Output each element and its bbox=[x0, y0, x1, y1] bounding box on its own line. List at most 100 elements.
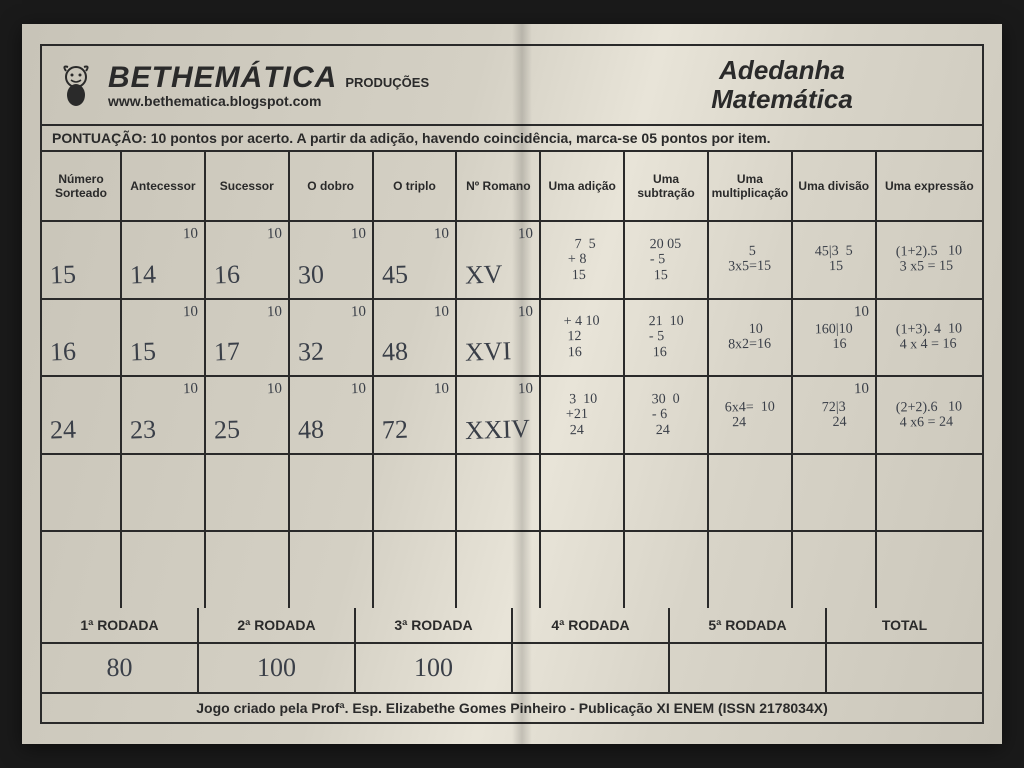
rounds-values: 80100100 bbox=[42, 644, 982, 692]
cell: 3010 bbox=[290, 222, 374, 298]
empty-cell bbox=[541, 532, 625, 608]
header: BETHEMÁTICA PRODUÇÕES www.bethematica.bl… bbox=[42, 46, 982, 126]
round-label: 4ª RODADA bbox=[513, 608, 670, 642]
brand-name: BETHEMÁTICA bbox=[108, 61, 337, 95]
handwritten-calc: 21 10 - 5 16 bbox=[648, 314, 684, 361]
handwritten-points: 10 bbox=[518, 303, 534, 321]
handwritten-value: 25 bbox=[213, 414, 240, 445]
empty-cell bbox=[793, 532, 877, 608]
empty-cell bbox=[374, 532, 458, 608]
handwritten-value: 72 bbox=[381, 414, 408, 445]
round-value: 100 bbox=[356, 644, 513, 692]
cell: 21 10 - 5 16 bbox=[625, 300, 709, 376]
handwritten-calc: 5 3x5=15 bbox=[728, 244, 771, 276]
empty-cell bbox=[877, 455, 982, 531]
column-header: Uma multiplicação bbox=[709, 152, 793, 220]
brand-url: www.bethematica.blogspot.com bbox=[108, 93, 429, 109]
cell: 7 5 + 8 15 bbox=[541, 222, 625, 298]
empty-cell bbox=[709, 532, 793, 608]
cell-numero: 16 bbox=[42, 300, 122, 376]
rounds-labels: 1ª RODADA2ª RODADA3ª RODADA4ª RODADA5ª R… bbox=[42, 608, 982, 644]
handwritten-value: XV bbox=[465, 259, 504, 290]
cell: XV10 bbox=[457, 222, 541, 298]
empty-cell bbox=[42, 455, 122, 531]
cell: 72|3 2410 bbox=[793, 377, 877, 453]
empty-cell bbox=[877, 532, 982, 608]
cell: 4810 bbox=[290, 377, 374, 453]
column-header: Uma subtração bbox=[625, 152, 709, 220]
handwritten-points: 10 bbox=[266, 303, 282, 321]
empty-cell bbox=[793, 455, 877, 531]
cell: 4810 bbox=[374, 300, 458, 376]
cell: 4510 bbox=[374, 222, 458, 298]
handwritten-calc: (2+2).6 10 4 x6 = 24 bbox=[896, 399, 963, 431]
handwritten-value: 32 bbox=[297, 337, 324, 368]
cell: 25 10 bbox=[206, 377, 290, 453]
empty-row bbox=[42, 532, 982, 608]
grid: Número SorteadoAntecessorSucessorO dobro… bbox=[42, 152, 982, 608]
column-header: O triplo bbox=[374, 152, 458, 220]
handwritten-points: 10 bbox=[266, 226, 282, 244]
handwritten-calc: 3 10 +21 24 bbox=[566, 392, 598, 439]
handwritten-calc: 72|3 24 bbox=[821, 399, 846, 430]
empty-cell bbox=[541, 455, 625, 531]
cell: (1+3). 4 10 4 x 4 = 16 bbox=[877, 300, 982, 376]
handwritten-calc: 45|3 5 15 bbox=[815, 244, 853, 275]
empty-cell bbox=[206, 532, 290, 608]
handwritten-calc: 160|10 16 bbox=[815, 322, 853, 353]
handwritten-value: 16 bbox=[213, 259, 240, 290]
handwritten-value: 17 bbox=[213, 337, 240, 368]
cell: + 4 10 12 16 bbox=[541, 300, 625, 376]
cell: 3 10 +21 24 bbox=[541, 377, 625, 453]
cell: 1610 bbox=[206, 222, 290, 298]
column-header: Nº Romano bbox=[457, 152, 541, 220]
handwritten-points: 10 bbox=[518, 381, 534, 399]
brand-sub: PRODUÇÕES bbox=[345, 75, 429, 90]
handwritten-points: 10 bbox=[266, 381, 282, 399]
handwritten-calc: 30 0 - 6 24 bbox=[652, 392, 681, 439]
handwritten-calc: 10 8x2=16 bbox=[728, 322, 771, 354]
footer-credit: Jogo criado pela Profª. Esp. Elizabethe … bbox=[42, 692, 982, 722]
column-header: O dobro bbox=[290, 152, 374, 220]
cell: 3210 bbox=[290, 300, 374, 376]
cell: 160|10 1610 bbox=[793, 300, 877, 376]
empty-cell bbox=[42, 532, 122, 608]
handwritten-calc: + 4 10 12 16 bbox=[564, 314, 601, 361]
handwritten-value: 30 bbox=[297, 259, 324, 290]
logo-icon bbox=[52, 61, 100, 109]
round-label: 2ª RODADA bbox=[199, 608, 356, 642]
cell: (1+2).5 10 3 x5 = 15 bbox=[877, 222, 982, 298]
handwritten-points: 10 bbox=[434, 381, 450, 399]
empty-row bbox=[42, 455, 982, 533]
cell: XVI10 bbox=[457, 300, 541, 376]
handwritten-value: 14 bbox=[129, 259, 156, 290]
table-row: 161510171032104810XVI10+ 4 10 12 1621 10… bbox=[42, 300, 982, 378]
brand-block: BETHEMÁTICA PRODUÇÕES www.bethematica.bl… bbox=[108, 61, 429, 109]
round-label: TOTAL bbox=[827, 608, 982, 642]
handwritten-value: 23 bbox=[129, 414, 156, 445]
empty-cell bbox=[457, 532, 541, 608]
cell: 1510 bbox=[122, 300, 206, 376]
column-header: Antecessor bbox=[122, 152, 206, 220]
handwritten-value: XXIV bbox=[465, 414, 531, 446]
handwritten-value: 45 bbox=[381, 259, 408, 290]
cell: 2310 bbox=[122, 377, 206, 453]
cell: 45|3 5 15 bbox=[793, 222, 877, 298]
cell: 5 3x5=15 bbox=[709, 222, 793, 298]
cell-numero: 15 bbox=[42, 222, 122, 298]
cell: 30 0 - 6 24 bbox=[625, 377, 709, 453]
handwritten-calc: (1+3). 4 10 4 x 4 = 16 bbox=[896, 321, 963, 353]
column-header: Uma expressão bbox=[877, 152, 982, 220]
round-value bbox=[827, 644, 982, 692]
handwritten-value: 15 bbox=[129, 337, 156, 368]
round-label: 3ª RODADA bbox=[356, 608, 513, 642]
table-row: 242310251048107210XXIV10 3 10 +21 2430 0… bbox=[42, 377, 982, 455]
round-value: 100 bbox=[199, 644, 356, 692]
scoring-rule: PONTUAÇÃO: 10 pontos por acerto. A parti… bbox=[42, 126, 982, 152]
empty-cell bbox=[290, 455, 374, 531]
cell: 1710 bbox=[206, 300, 290, 376]
empty-cell bbox=[290, 532, 374, 608]
empty-cell bbox=[122, 532, 206, 608]
header-row: Número SorteadoAntecessorSucessorO dobro… bbox=[42, 152, 982, 222]
handwritten-value: 15 bbox=[49, 259, 76, 290]
